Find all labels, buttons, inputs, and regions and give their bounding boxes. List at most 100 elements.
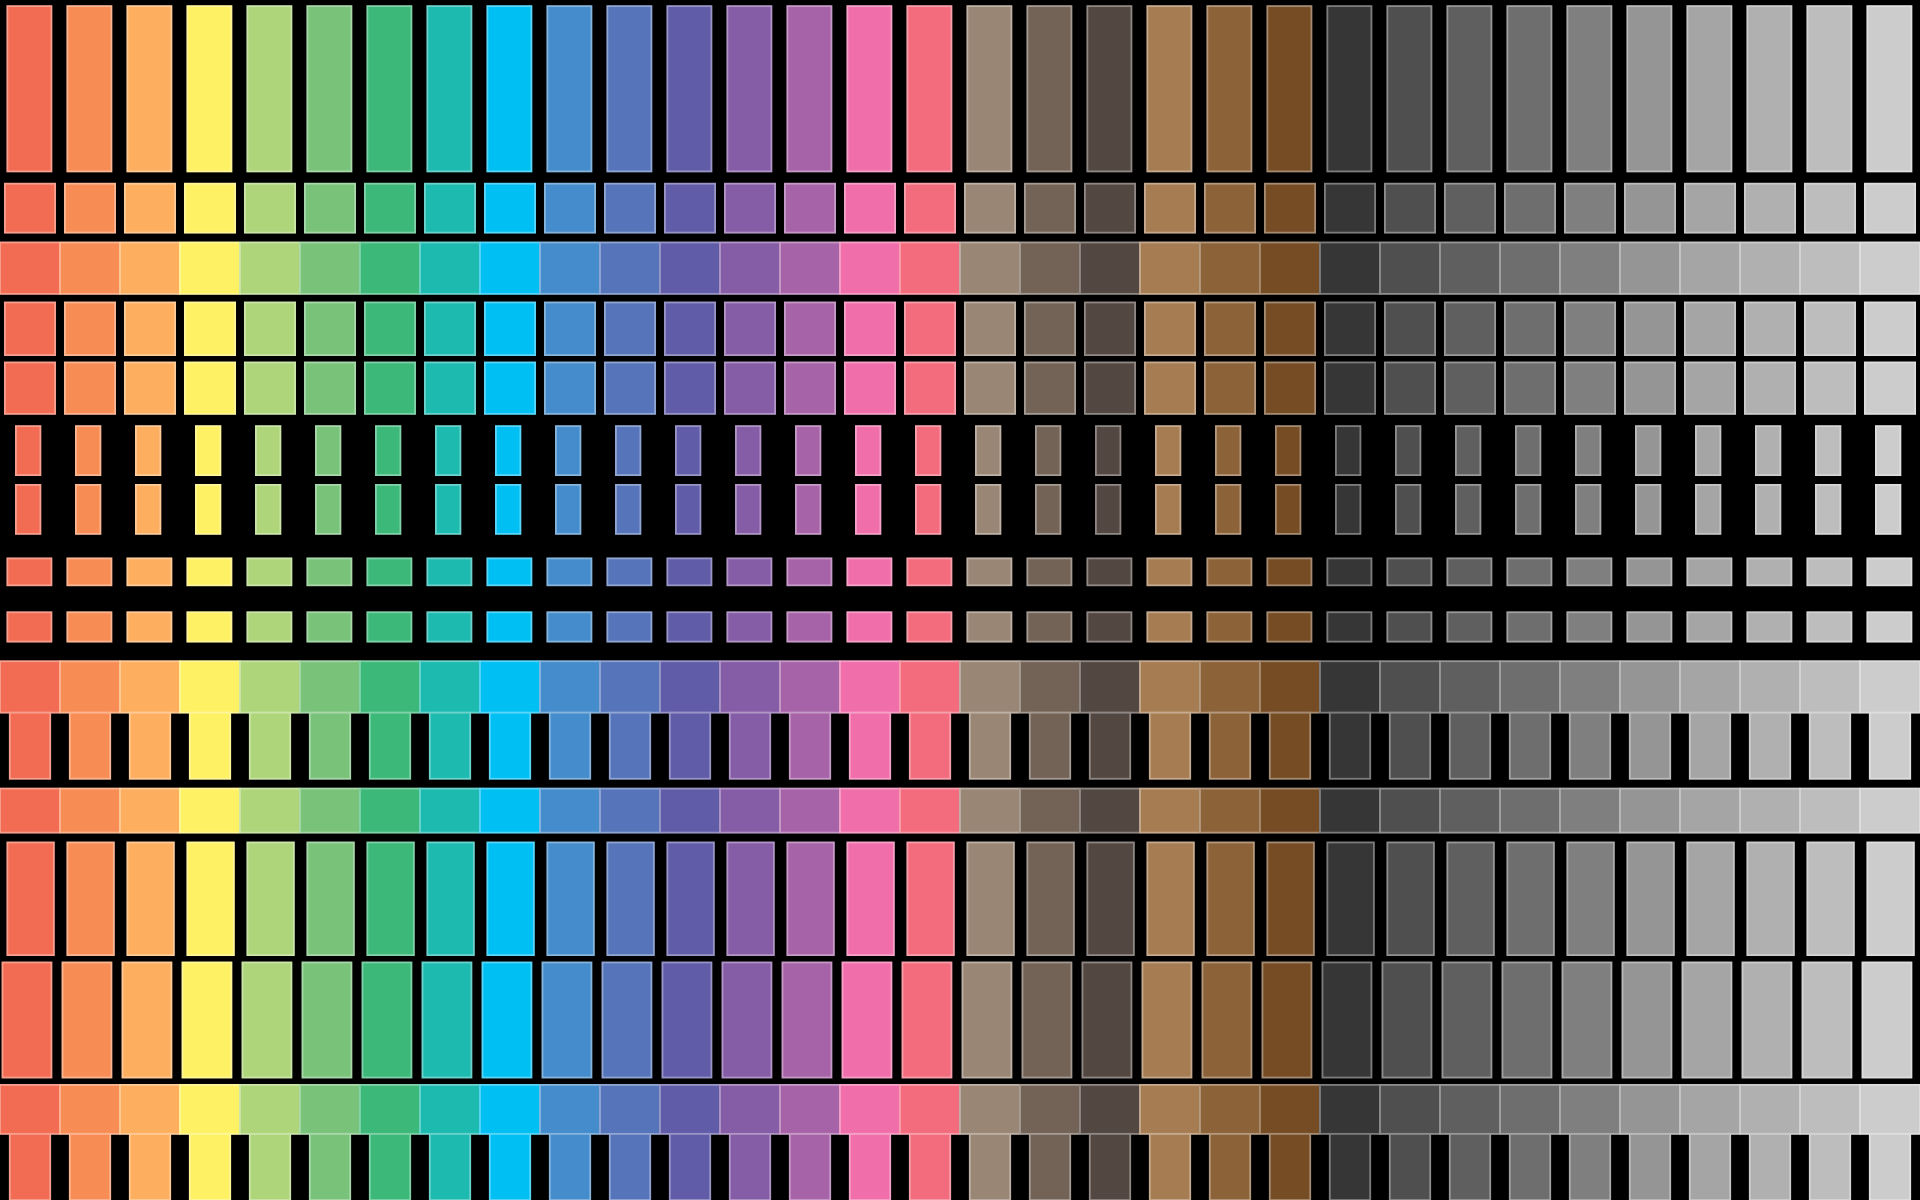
tile: [1395, 425, 1422, 477]
tile: [1806, 841, 1855, 957]
tile: [1686, 611, 1733, 643]
tile: [1506, 841, 1555, 957]
tile: [599, 241, 661, 295]
tile: [488, 711, 532, 780]
tile: [601, 961, 653, 1079]
tile: [1803, 182, 1857, 234]
tile: [1815, 425, 1842, 477]
tile: [1508, 711, 1552, 780]
tile: [1146, 841, 1195, 957]
tile: [1146, 5, 1193, 173]
tile: [119, 787, 181, 834]
tile: [726, 841, 775, 957]
tile: [1859, 787, 1920, 834]
tile: [599, 1083, 661, 1135]
tile: [1201, 961, 1253, 1079]
tile: [1626, 5, 1673, 173]
tile: [239, 787, 301, 834]
tile: [783, 361, 837, 415]
tile: [1381, 961, 1433, 1079]
tile: [726, 557, 773, 587]
tile: [855, 483, 882, 535]
tile: [368, 711, 412, 780]
tile: [663, 361, 717, 415]
tile: [1688, 1132, 1732, 1200]
tile: [483, 301, 537, 357]
tile: [675, 425, 702, 477]
tile: [1203, 301, 1257, 357]
tile: [1626, 557, 1673, 587]
tile: [1443, 182, 1497, 234]
tile: [188, 711, 232, 780]
tile: [1386, 841, 1435, 957]
tile: [255, 483, 282, 535]
tile: [1035, 425, 1062, 477]
tile: [728, 1132, 772, 1200]
tile: [1275, 483, 1302, 535]
tile: [359, 241, 421, 295]
tile: [15, 483, 42, 535]
tile: [1379, 1083, 1441, 1135]
tile: [779, 660, 841, 714]
tile: [1866, 5, 1913, 173]
tile: [1203, 361, 1257, 415]
tile: [839, 1083, 901, 1135]
tile: [6, 611, 53, 643]
tile: [1259, 787, 1321, 834]
tile: [1688, 711, 1732, 780]
tile: [241, 961, 293, 1079]
tile: [959, 660, 1021, 714]
tile: [788, 711, 832, 780]
tile: [968, 1132, 1012, 1200]
tile: [555, 425, 582, 477]
tile: [1503, 361, 1557, 415]
tile: [126, 611, 173, 643]
tile: [248, 711, 292, 780]
tile: [963, 361, 1017, 415]
tile: [1088, 711, 1132, 780]
tile: [1275, 425, 1302, 477]
tile: [243, 361, 297, 415]
tile: [239, 1083, 301, 1135]
tile: [1079, 241, 1141, 295]
tile: [1379, 787, 1441, 834]
tile: [1515, 425, 1542, 477]
tile: [968, 711, 1012, 780]
tile: [426, 5, 473, 173]
tile: [1866, 841, 1915, 957]
tile: [1439, 241, 1501, 295]
tile: [183, 182, 237, 234]
tile: [1081, 961, 1133, 1079]
tile: [308, 711, 352, 780]
tile: [723, 182, 777, 234]
tile: [1215, 425, 1242, 477]
tile: [661, 961, 713, 1079]
tile: [959, 1083, 1021, 1135]
tile: [1875, 483, 1902, 535]
tile: [659, 241, 721, 295]
tile: [135, 483, 162, 535]
tile: [375, 483, 402, 535]
tile: [0, 1083, 61, 1135]
tile: [906, 841, 955, 957]
tile: [426, 841, 475, 957]
tile: [1679, 660, 1741, 714]
tile: [1319, 660, 1381, 714]
tile: [603, 182, 657, 234]
tile: [1635, 483, 1662, 535]
tile: [359, 787, 421, 834]
tile: [903, 301, 957, 357]
tile: [1566, 557, 1613, 587]
tile: [1441, 961, 1493, 1079]
tile: [1155, 483, 1182, 535]
tile: [719, 787, 781, 834]
tile: [1686, 841, 1735, 957]
tile: [539, 787, 601, 834]
tile: [668, 1132, 712, 1200]
tile: [1575, 425, 1602, 477]
tile: [419, 787, 481, 834]
tile: [59, 787, 121, 834]
tile: [1626, 611, 1673, 643]
tile: [1863, 182, 1917, 234]
